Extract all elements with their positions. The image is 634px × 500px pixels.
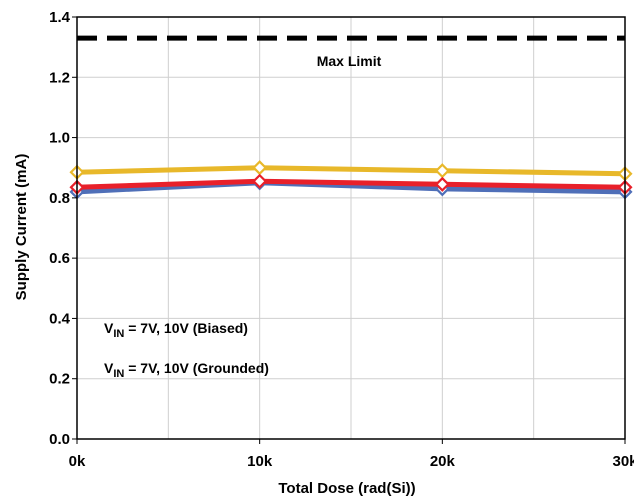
x-tick-label: 10k	[247, 453, 273, 470]
x-tick-label: 0k	[69, 453, 86, 470]
y-tick-label: 1.2	[49, 69, 70, 86]
y-tick-label: 0.0	[49, 431, 70, 448]
axes: 0.0 0.2 0.4 0.6 0.8 1.0 1.2 1.4 0k 10k 20k 30k	[49, 9, 634, 470]
y-tick-label: 1.0	[49, 130, 70, 147]
annotation-biased: VIN = 7V, 10V (Biased)	[104, 320, 248, 340]
y-tick-label: 0.6	[49, 250, 70, 267]
series-2-point	[434, 163, 450, 179]
series-line-1	[76, 180, 626, 195]
y-tick-label: 0.4	[49, 310, 71, 327]
plot-frame	[76, 16, 626, 440]
x-tick-label: 30k	[612, 453, 634, 470]
series-3-point	[252, 173, 268, 189]
y-tick-label: 1.4	[49, 9, 71, 26]
series-2-point	[252, 160, 268, 176]
y-tick-label: 0.2	[49, 371, 70, 388]
x-tick-label: 20k	[430, 453, 456, 470]
annotation-grounded: VIN = 7V, 10V (Grounded)	[104, 360, 269, 380]
y-tick-label: 0.8	[49, 190, 70, 207]
series-line-3	[76, 178, 626, 190]
x-axis-title: Total Dose (rad(Si))	[278, 480, 415, 497]
max-limit-label: Max Limit	[317, 53, 382, 69]
series-3-point	[434, 176, 450, 192]
series-line-2	[76, 165, 626, 177]
y-axis-title: Supply Current (mA)	[13, 154, 30, 301]
